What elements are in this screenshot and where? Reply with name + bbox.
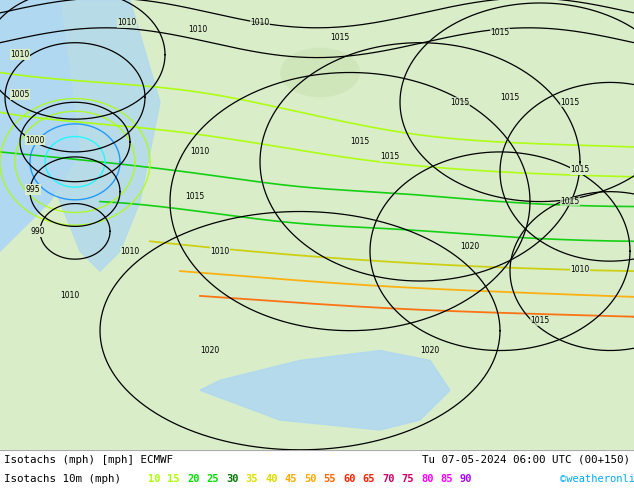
Text: 1010: 1010 (250, 18, 269, 27)
Text: 75: 75 (401, 474, 414, 484)
Text: 1015: 1015 (490, 28, 510, 37)
Text: 20: 20 (187, 474, 200, 484)
Text: 50: 50 (304, 474, 316, 484)
Text: 85: 85 (441, 474, 453, 484)
Text: 1010: 1010 (120, 247, 139, 256)
Ellipse shape (280, 48, 360, 98)
FancyBboxPatch shape (0, 0, 170, 455)
Text: 10: 10 (148, 474, 160, 484)
Text: 1015: 1015 (185, 192, 205, 201)
Text: Isotachs 10m (mph): Isotachs 10m (mph) (4, 474, 121, 484)
Text: 1010: 1010 (571, 265, 590, 273)
Text: 1000: 1000 (25, 136, 44, 145)
Text: 45: 45 (285, 474, 297, 484)
Text: 90: 90 (460, 474, 472, 484)
Text: 30: 30 (226, 474, 238, 484)
Text: 1015: 1015 (571, 165, 590, 174)
Text: 40: 40 (265, 474, 278, 484)
Text: 1010: 1010 (188, 25, 207, 34)
Text: 990: 990 (30, 227, 45, 236)
Text: 1015: 1015 (500, 93, 520, 102)
Text: 1010: 1010 (60, 292, 80, 300)
Text: 1015: 1015 (560, 197, 579, 206)
Text: 995: 995 (26, 185, 41, 194)
Text: 1020: 1020 (420, 346, 439, 355)
Text: 1015: 1015 (450, 98, 470, 107)
Text: 70: 70 (382, 474, 394, 484)
Text: 1015: 1015 (330, 33, 349, 42)
Text: 1020: 1020 (460, 242, 480, 251)
Text: 65: 65 (363, 474, 375, 484)
Text: 80: 80 (421, 474, 434, 484)
Polygon shape (200, 350, 450, 430)
Text: 60: 60 (343, 474, 356, 484)
Text: 15: 15 (167, 474, 180, 484)
Polygon shape (0, 0, 160, 271)
Text: 35: 35 (245, 474, 258, 484)
Text: Tu 07-05-2024 06:00 UTC (00+150): Tu 07-05-2024 06:00 UTC (00+150) (422, 455, 630, 465)
Polygon shape (0, 0, 80, 251)
Text: 1010: 1010 (117, 18, 136, 27)
Text: ©weatheronline.co.uk: ©weatheronline.co.uk (560, 474, 634, 484)
Text: 1010: 1010 (210, 247, 230, 256)
Text: 55: 55 (323, 474, 336, 484)
Text: 1015: 1015 (560, 98, 579, 107)
Text: 1005: 1005 (10, 90, 30, 99)
Text: 1010: 1010 (10, 50, 30, 59)
Text: 1015: 1015 (351, 138, 370, 147)
Text: Isotachs (mph) [mph] ECMWF: Isotachs (mph) [mph] ECMWF (4, 455, 173, 465)
Text: 1015: 1015 (531, 316, 550, 325)
Text: 25: 25 (207, 474, 219, 484)
Text: 1015: 1015 (380, 152, 399, 161)
Text: 1020: 1020 (200, 346, 219, 355)
Text: 1010: 1010 (190, 147, 210, 156)
